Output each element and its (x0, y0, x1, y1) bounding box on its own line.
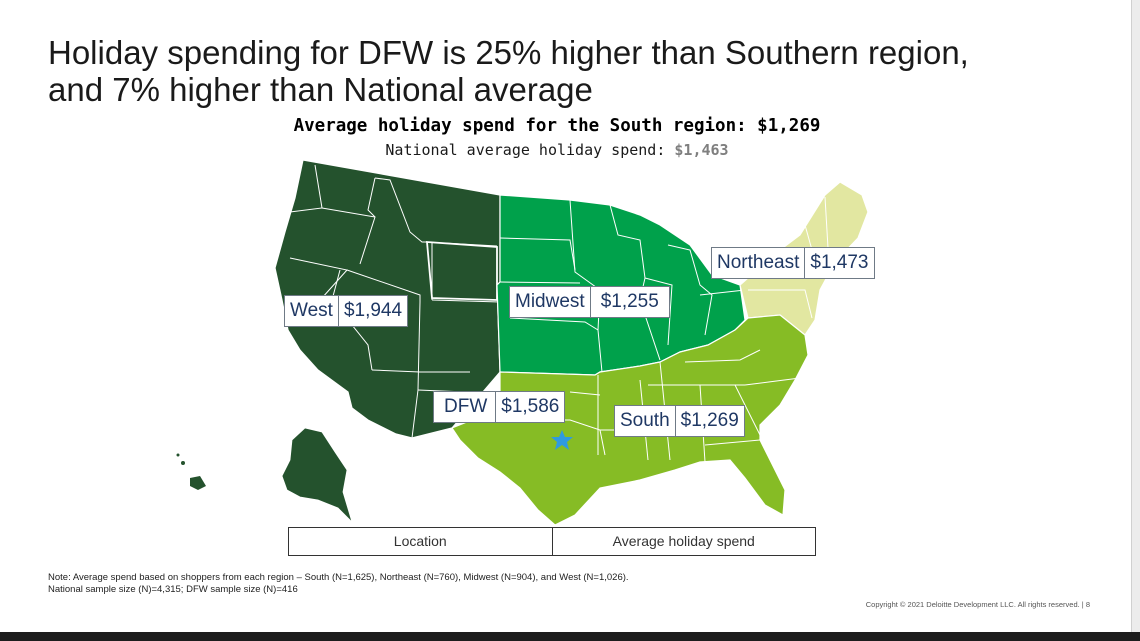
south-state-lines (499, 349, 801, 463)
label-midwest-value: $1,255 (589, 287, 669, 317)
national-average-label: National average holiday spend: (385, 141, 666, 159)
label-midwest-name: Midwest (515, 291, 585, 312)
label-northeast-value: $1,473 (804, 248, 873, 278)
label-south-value: $1,269 (674, 406, 744, 436)
hawaii-island (181, 461, 185, 465)
footnote: Note: Average spend based on shoppers fr… (48, 572, 629, 596)
hawaii-shape (190, 476, 206, 490)
label-dfw-value: $1,586 (495, 392, 564, 422)
dfw-star-marker (551, 430, 573, 450)
label-west: West $1,944 (284, 295, 409, 327)
label-west-value: $1,944 (337, 296, 407, 326)
legend-key: Location Average holiday spend (288, 527, 816, 556)
footnote-line-1: Note: Average spend based on shoppers fr… (48, 572, 629, 583)
south-average-subtitle: Average holiday spend for the South regi… (293, 116, 821, 136)
label-midwest: Midwest $1,255 (509, 286, 670, 318)
label-west-name: West (290, 300, 333, 321)
slide-edge (1131, 0, 1140, 632)
headline-line-2: and 7% higher than National average (48, 71, 593, 108)
footnote-line-2: National sample size (N)=4,315; DFW samp… (48, 584, 298, 595)
alaska-shape (281, 427, 353, 523)
national-average: National average holiday spend: $1,463 (0, 141, 1114, 159)
bottom-bar (0, 632, 1140, 641)
hawaii-island (176, 453, 180, 457)
legend-location: Location (289, 528, 553, 555)
label-northeast-name: Northeast (717, 252, 800, 273)
copyright-text: Copyright © 2021 Deloitte Development LL… (865, 600, 1090, 609)
headline-line-1: Holiday spending for DFW is 25% higher t… (48, 34, 969, 71)
national-average-value: $1,463 (674, 141, 729, 159)
label-south-name: South (620, 410, 670, 431)
label-northeast: Northeast $1,473 (711, 247, 875, 279)
label-south: South $1,269 (614, 405, 745, 437)
label-dfw-name: DFW (444, 396, 488, 417)
headline: Holiday spending for DFW is 25% higher t… (48, 34, 969, 108)
label-dfw: DFW $1,586 (433, 391, 566, 423)
legend-spend: Average holiday spend (612, 533, 755, 549)
